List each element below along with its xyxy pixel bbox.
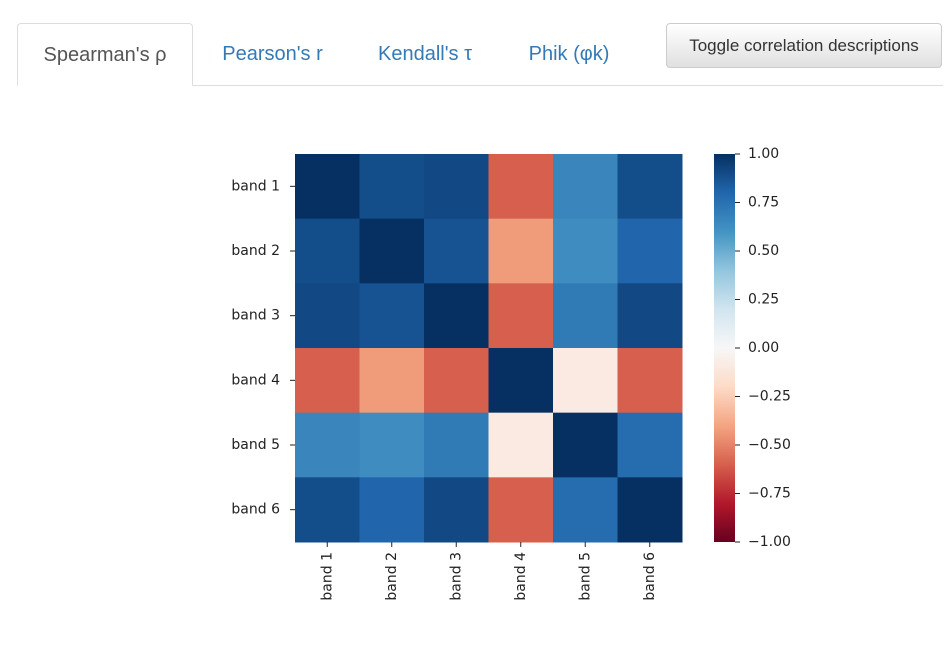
heatmap-cell bbox=[488, 412, 554, 478]
heatmap-cell bbox=[488, 348, 554, 414]
heatmap-cell bbox=[553, 412, 618, 478]
toggle-button[interactable]: Toggle correlation descriptions bbox=[666, 23, 942, 68]
heatmap-cell bbox=[295, 283, 360, 349]
colorbar-tick-label: 0.75 bbox=[748, 195, 779, 211]
x-tick-label: band 2 bbox=[384, 552, 400, 601]
colorbar bbox=[714, 154, 735, 542]
colorbar-tick-label: 0.25 bbox=[748, 292, 779, 308]
heatmap-cell bbox=[424, 477, 489, 543]
heatmap-cell bbox=[617, 348, 683, 414]
heatmap-cell bbox=[553, 218, 618, 284]
tab-divider bbox=[17, 85, 943, 86]
heatmap-cell bbox=[424, 283, 489, 349]
heatmap-cell bbox=[359, 412, 425, 478]
heatmap-cell bbox=[617, 477, 683, 543]
tab[interactable]: Spearman's ρ bbox=[17, 23, 193, 86]
y-tick-label: band 6 bbox=[231, 502, 280, 518]
x-tick-label: band 6 bbox=[642, 552, 658, 601]
heatmap-cell bbox=[488, 154, 554, 220]
tab[interactable]: Kendall's τ bbox=[378, 43, 472, 65]
heatmap-cell bbox=[617, 218, 683, 284]
heatmap-cell bbox=[424, 218, 489, 284]
heatmap-cell bbox=[295, 154, 360, 220]
heatmap-cell bbox=[359, 348, 425, 414]
heatmap-cell bbox=[488, 218, 554, 284]
heatmap-cell bbox=[617, 283, 683, 349]
colorbar-tick-label: −0.25 bbox=[748, 389, 791, 405]
colorbar-tick-label: 1.00 bbox=[748, 146, 779, 162]
colorbar-tick-label: 0.00 bbox=[748, 340, 779, 356]
heatmap-cell bbox=[553, 348, 618, 414]
colorbar-tick-label: −1.00 bbox=[748, 534, 791, 550]
heatmap-cell bbox=[424, 348, 489, 414]
heatmap-cell bbox=[617, 154, 683, 220]
heatmap-cell bbox=[424, 412, 489, 478]
heatmap-cell bbox=[553, 283, 618, 349]
heatmap-cell bbox=[295, 477, 360, 543]
heatmap-cell bbox=[488, 477, 554, 543]
x-tick-label: band 4 bbox=[513, 552, 529, 601]
heatmap-cell bbox=[617, 412, 683, 478]
y-tick-label: band 1 bbox=[231, 178, 280, 194]
heatmap-cell bbox=[553, 477, 618, 543]
tab[interactable]: Phik (φk) bbox=[528, 43, 610, 65]
colorbar-tick-label: −0.50 bbox=[748, 437, 791, 453]
heatmap-cell bbox=[359, 154, 425, 220]
heatmap-cell bbox=[488, 283, 554, 349]
y-tick-label: band 4 bbox=[231, 372, 280, 388]
y-tick-label: band 3 bbox=[231, 308, 280, 324]
heatmap-cell bbox=[359, 477, 425, 543]
x-tick-label: band 3 bbox=[448, 552, 464, 601]
heatmap-cell bbox=[553, 154, 618, 220]
heatmap-cell bbox=[295, 412, 360, 478]
heatmap-cell bbox=[295, 218, 360, 284]
colorbar-tick-label: 0.50 bbox=[748, 243, 779, 259]
heatmap-cell bbox=[359, 218, 425, 284]
y-tick-label: band 5 bbox=[231, 437, 280, 453]
heatmap-cell bbox=[424, 154, 489, 220]
x-tick-label: band 1 bbox=[319, 552, 335, 601]
heatmap-cell bbox=[359, 283, 425, 349]
heatmap-cell bbox=[295, 348, 360, 414]
y-tick-label: band 2 bbox=[231, 243, 280, 259]
colorbar-tick-label: −0.75 bbox=[748, 486, 791, 502]
x-tick-label: band 5 bbox=[577, 552, 593, 601]
tab[interactable]: Pearson's r bbox=[222, 43, 323, 65]
